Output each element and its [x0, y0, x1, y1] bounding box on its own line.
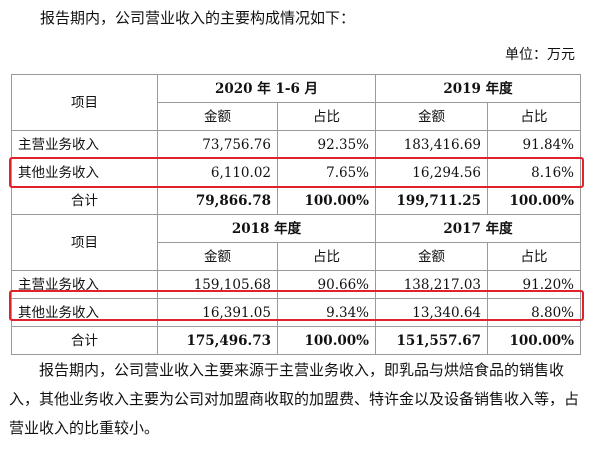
ratio-header: 占比: [487, 102, 582, 131]
total-label: 合计: [11, 326, 158, 355]
total-row: 合计 175,496.73 100.00% 151,557.67 100.00%: [11, 326, 582, 355]
ratio-cell: 91.20%: [487, 270, 582, 299]
ratio-header: 占比: [276, 102, 377, 131]
table-row: 其他业务收入 16,391.05 9.34% 13,340.64 8.80%: [11, 298, 582, 327]
ratio-cell: 92.35%: [276, 130, 377, 159]
ratio-header: 占比: [487, 242, 582, 271]
ratio-cell: 90.66%: [276, 270, 377, 299]
period-header-2017: 2017 年度: [375, 214, 582, 243]
explanation-paragraph: 报告期内，公司营业收入主要来源于主营业务收入，即乳品与烘焙食品的销售收入，其他业…: [9, 361, 580, 437]
amount-cell: 13,340.64: [375, 298, 489, 327]
block2-subheader-row: 金额 占比 金额 占比: [12, 242, 582, 271]
amount-header: 金额: [157, 242, 278, 271]
amount-cell: 183,416.69: [375, 130, 489, 159]
amount-cell: 138,217.03: [375, 270, 489, 299]
item-header: 项目: [11, 214, 158, 271]
revenue-composition-table: 项目 2020 年 1-6 月 2019 年度 金额 占比 金额 占比 主营业务…: [11, 74, 582, 355]
ratio-cell: 8.16%: [487, 158, 582, 187]
row-label: 其他业务收入: [11, 298, 158, 327]
row-label: 主营业务收入: [11, 130, 158, 159]
total-label: 合计: [11, 186, 158, 215]
unit-label: 单位：万元: [505, 47, 575, 63]
ratio-cell: 91.84%: [487, 130, 582, 159]
row-label: 主营业务收入: [11, 270, 158, 299]
block1-header-row: 项目 2020 年 1-6 月 2019 年度: [11, 74, 582, 131]
ratio-cell: 100.00%: [487, 186, 582, 215]
amount-cell: 73,756.76: [157, 130, 278, 159]
amount-header: 金额: [375, 242, 489, 271]
period-header-2019: 2019 年度: [375, 74, 582, 103]
amount-cell: 175,496.73: [157, 326, 278, 355]
row-label: 其他业务收入: [11, 158, 158, 187]
amount-cell: 159,105.68: [157, 270, 278, 299]
period-header-2018: 2018 年度: [156, 214, 377, 243]
total-row: 合计 79,866.78 100.00% 199,711.25 100.00%: [11, 186, 582, 215]
table-row: 主营业务收入 73,756.76 92.35% 183,416.69 91.84…: [11, 130, 582, 159]
item-header: 项目: [11, 74, 158, 131]
amount-header: 金额: [157, 102, 278, 131]
amount-cell: 6,110.02: [157, 158, 278, 187]
ratio-cell: 7.65%: [276, 158, 377, 187]
block2-header-row: 项目 2018 年度 2017 年度: [11, 214, 582, 271]
amount-cell: 16,294.56: [375, 158, 489, 187]
amount-cell: 16,391.05: [157, 298, 278, 327]
amount-header: 金额: [375, 102, 489, 131]
ratio-cell: 100.00%: [276, 326, 377, 355]
table-row: 其他业务收入 6,110.02 7.65% 16,294.56 8.16%: [11, 158, 582, 187]
ratio-cell: 100.00%: [487, 326, 582, 355]
amount-cell: 79,866.78: [157, 186, 278, 215]
amount-cell: 199,711.25: [375, 186, 489, 215]
period-header-2020h1: 2020 年 1-6 月: [156, 74, 377, 103]
table-row: 主营业务收入 159,105.68 90.66% 138,217.03 91.2…: [11, 270, 582, 299]
intro-text: 报告期内，公司营业收入的主要构成情况如下：: [40, 9, 356, 27]
ratio-cell: 100.00%: [276, 186, 377, 215]
ratio-cell: 9.34%: [276, 298, 377, 327]
amount-cell: 151,557.67: [375, 326, 489, 355]
ratio-cell: 8.80%: [487, 298, 582, 327]
block1-subheader-row: 金额 占比 金额 占比: [12, 102, 582, 131]
ratio-header: 占比: [276, 242, 377, 271]
